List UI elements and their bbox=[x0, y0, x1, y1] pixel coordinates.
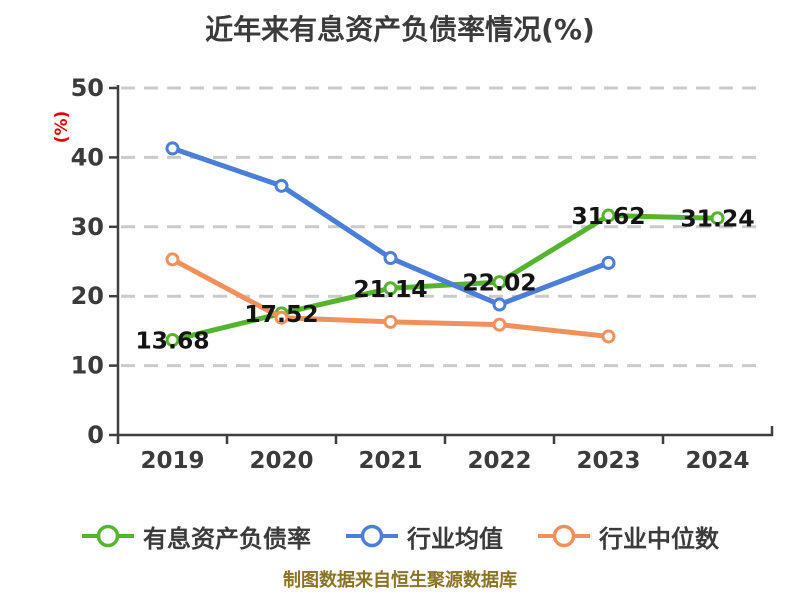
data-point-marker bbox=[492, 275, 507, 290]
data-point-marker bbox=[274, 310, 289, 325]
y-axis-tick-label: 10 bbox=[71, 352, 104, 380]
data-point-marker bbox=[165, 333, 180, 348]
legend-label: 有息资产负债率 bbox=[143, 524, 311, 553]
legend-label: 行业中位数 bbox=[599, 524, 719, 553]
data-point-marker bbox=[601, 255, 616, 270]
data-point-marker bbox=[383, 314, 398, 329]
data-point-label: 17.52 bbox=[244, 300, 318, 328]
y-axis-tick-label: 50 bbox=[71, 74, 104, 102]
data-point-label: 31.24 bbox=[680, 205, 754, 233]
data-point-marker bbox=[383, 251, 398, 266]
x-axis-tick-label: 2019 bbox=[140, 448, 204, 474]
data-point-label: 21.14 bbox=[353, 275, 427, 303]
data-point-marker bbox=[601, 329, 616, 344]
x-axis-tick-label: 2024 bbox=[685, 448, 749, 474]
data-source-note: 制图数据来自恒生聚源数据库 bbox=[283, 570, 517, 591]
y-axis-tick-label: 20 bbox=[71, 282, 104, 310]
chart-title: 近年来有息资产负债率情况(%) bbox=[205, 13, 595, 46]
legend-item-1: 行业均值 bbox=[345, 519, 503, 554]
series-line-0 bbox=[170, 213, 720, 343]
data-point-marker bbox=[165, 141, 180, 156]
x-axis-tick-label: 2023 bbox=[576, 448, 640, 474]
y-axis-tick-label: 30 bbox=[71, 213, 104, 241]
y-axis-tick-label: 40 bbox=[71, 143, 104, 171]
legend-label: 行业均值 bbox=[407, 524, 503, 553]
x-axis-tick-label: 2022 bbox=[467, 448, 531, 474]
legend-marker-icon bbox=[346, 524, 398, 548]
data-point-marker bbox=[492, 297, 507, 312]
data-point-label: 13.68 bbox=[135, 327, 209, 355]
legend-marker-icon bbox=[538, 524, 590, 548]
chart-legend: 有息资产负债率 行业均值 行业中位数 bbox=[0, 514, 800, 558]
data-point-marker bbox=[601, 208, 616, 223]
data-point-marker bbox=[274, 178, 289, 193]
data-point-marker bbox=[165, 252, 180, 267]
data-point-marker bbox=[492, 317, 507, 332]
data-point-marker bbox=[710, 211, 725, 226]
axis-spine bbox=[116, 85, 774, 437]
legend-item-2: 行业中位数 bbox=[537, 519, 719, 554]
data-point-marker bbox=[383, 281, 398, 296]
legend-marker-icon bbox=[82, 524, 134, 548]
legend-item-0: 有息资产负债率 bbox=[81, 519, 311, 554]
data-point-label: 22.02 bbox=[462, 269, 536, 297]
y-axis-tick-label: 0 bbox=[87, 421, 104, 449]
x-axis-tick-label: 2021 bbox=[358, 448, 422, 474]
data-point-label: 31.62 bbox=[571, 202, 645, 230]
line-chart-plot-area: 0 10 20 30 40 50 2019 2020 2021 2022 2023 2024 13.68… bbox=[71, 74, 774, 474]
x-axis-tick-label: 2020 bbox=[249, 448, 313, 474]
